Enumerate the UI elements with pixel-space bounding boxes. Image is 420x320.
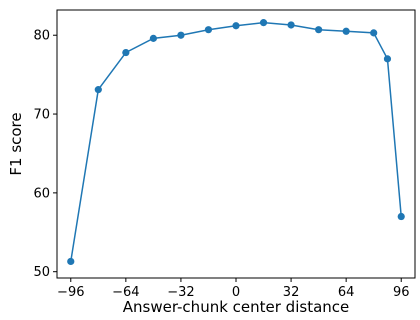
data-point xyxy=(204,26,213,34)
data-point xyxy=(287,21,295,29)
data-point xyxy=(397,212,405,221)
data-point xyxy=(315,26,323,34)
x-tick-label: 0 xyxy=(232,285,240,300)
y-tick-label: 70 xyxy=(33,108,50,123)
data-point xyxy=(177,31,185,39)
y-tick-label: 60 xyxy=(33,186,50,201)
series-layer xyxy=(67,19,405,266)
data-point xyxy=(232,22,240,30)
data-point xyxy=(122,48,130,57)
y-axis-label: F1 score xyxy=(7,112,25,175)
y-tick-label: 80 xyxy=(33,29,50,44)
data-point xyxy=(67,257,75,266)
series-line xyxy=(70,21,402,262)
x-axis-label: Answer-chunk center distance xyxy=(123,298,350,316)
data-point xyxy=(383,55,392,63)
x-tick-label: −96 xyxy=(57,285,84,300)
x-axis-ticks: −96 −64 −32 0 32 64 96 xyxy=(57,278,410,300)
plot-frame xyxy=(56,9,416,279)
data-point xyxy=(259,19,268,27)
y-axis-ticks: 50 60 70 80 xyxy=(33,29,57,280)
data-point xyxy=(94,86,102,94)
x-tick-label: −64 xyxy=(112,285,139,300)
x-tick-label: 32 xyxy=(283,285,300,300)
data-point xyxy=(149,34,157,42)
data-point xyxy=(370,29,378,37)
x-tick-label: −32 xyxy=(167,285,194,300)
x-tick-label: 64 xyxy=(338,285,355,300)
data-point xyxy=(342,27,350,35)
y-tick-label: 50 xyxy=(33,265,50,280)
x-tick-label: 96 xyxy=(393,285,410,300)
